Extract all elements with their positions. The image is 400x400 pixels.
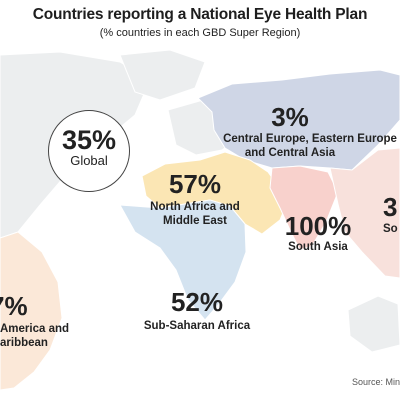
region-latin-america-shape [0,231,63,391]
chart-subtitle: (% countries in each GBD Super Region) [99,27,301,39]
central-europe-value: 3% [271,102,309,132]
south-asia-value: 100% [284,211,352,241]
central-europe-name-line-1: Central Europe, Eastern Europe [223,133,397,145]
south-asia-name: South Asia [288,241,348,253]
region-label-southeast-asia: 3 So [383,193,398,236]
region-south-asia-shape [269,165,339,251]
chart-title: Countries reporting a National Eye Healt… [32,6,368,23]
source-note: Source: Min [352,377,400,387]
region-label-sub-saharan: 52% Sub-Saharan Africa [137,288,257,333]
land-greenland [119,49,206,101]
sub-saharan-name: Sub-Saharan Africa [143,320,251,332]
north-africa-name-line-1: North Africa and [150,201,240,213]
land-australia [347,295,400,353]
north-africa-value: 57% [168,169,222,199]
region-label-south-asia: 100% South Asia [278,212,358,254]
sub-saharan-value: 52% [170,287,224,317]
global-label: Global [70,153,108,168]
southeast-asia-name: So [383,223,398,235]
latin-america-name-line-1: America and [0,323,70,335]
region-label-north-africa: 57% North Africa and Middle East [145,170,245,228]
central-europe-name-line-2: and Central Asia [244,147,336,159]
southeast-asia-value: 3 [383,192,398,222]
region-southeast-asia-shape [329,147,400,279]
region-label-central-europe: 3% Central Europe, Eastern Europe and Ce… [215,103,400,160]
global-value: 35% [61,125,117,155]
region-label-latin-america: 7% America and aribbean [0,292,69,350]
latin-america-name-line-2: aribbean [0,337,48,349]
region-sub-saharan-shape [119,199,247,321]
north-africa-name-line-2: Middle East [163,215,227,227]
latin-america-value: 7% [0,291,28,321]
global-badge: 35% Global [48,110,130,192]
